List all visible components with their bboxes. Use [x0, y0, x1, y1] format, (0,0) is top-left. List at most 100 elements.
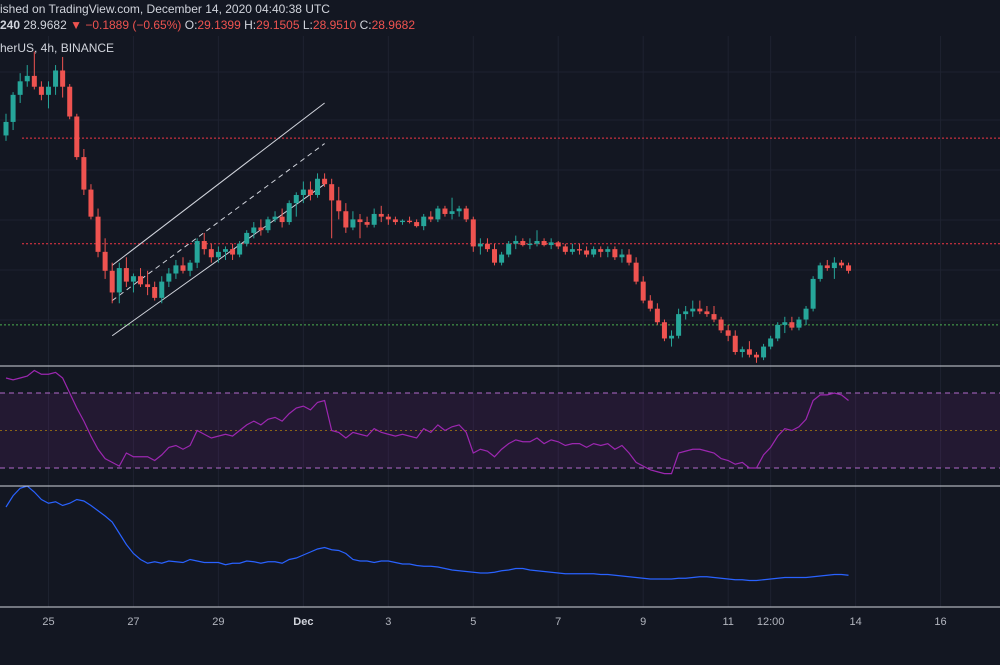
candle-body — [293, 195, 299, 204]
candle — [633, 257, 639, 285]
candle-body — [109, 270, 115, 293]
candle — [499, 251, 505, 266]
candle-body — [392, 219, 398, 223]
candle-body — [555, 242, 561, 247]
candle-body — [796, 319, 802, 328]
candle — [159, 276, 165, 304]
candle — [711, 305, 717, 323]
candle — [279, 208, 285, 228]
candle — [187, 259, 193, 277]
candle-body — [279, 216, 285, 223]
candle — [612, 246, 618, 260]
candle — [364, 216, 370, 228]
candle — [718, 316, 724, 334]
candle-body — [513, 241, 519, 244]
candle — [3, 113, 9, 141]
candle — [626, 249, 632, 266]
last-price: 28.9682 — [23, 18, 67, 32]
candle-body — [697, 308, 703, 312]
candle-body — [385, 216, 391, 220]
candle-body — [846, 265, 852, 271]
candle-body — [654, 308, 660, 323]
candle — [831, 257, 837, 279]
candle — [265, 216, 271, 233]
candle — [81, 148, 87, 195]
candle-body — [576, 249, 582, 251]
candle-body — [123, 268, 129, 282]
candle — [782, 316, 788, 334]
candle-body — [463, 208, 469, 220]
candle — [484, 238, 490, 252]
candle — [513, 235, 519, 250]
candle — [399, 219, 405, 225]
candle — [619, 249, 625, 263]
candle — [45, 81, 51, 109]
candle — [541, 238, 547, 247]
candle — [130, 273, 136, 293]
x-tick-label: 7 — [555, 616, 561, 628]
candle-body — [598, 249, 604, 252]
x-tick-label: 9 — [640, 616, 646, 628]
candle-body — [244, 232, 250, 244]
candle — [746, 341, 752, 358]
candle — [88, 184, 94, 220]
candle-body — [371, 213, 377, 225]
candle — [180, 257, 186, 274]
candle-body — [527, 243, 533, 246]
candle — [95, 208, 101, 258]
candle-body — [222, 249, 228, 252]
candle — [477, 238, 483, 255]
candle-body — [605, 249, 611, 252]
candle-body — [187, 262, 193, 271]
candle — [293, 192, 299, 217]
candle-body — [824, 265, 830, 269]
candle — [796, 316, 802, 331]
candle — [237, 241, 243, 258]
candle-body — [350, 219, 356, 228]
candle — [392, 216, 398, 225]
candle — [251, 222, 257, 239]
candle — [201, 232, 207, 255]
x-tick-label: 11 — [722, 616, 733, 628]
candle — [230, 243, 236, 260]
candle-body — [661, 322, 667, 339]
candle-body — [364, 222, 370, 225]
candle-body — [201, 241, 207, 250]
x-tick-label: 16 — [934, 616, 946, 628]
candle-body — [421, 216, 427, 227]
candle-body — [38, 86, 44, 95]
high-label: H: — [244, 18, 257, 32]
x-tick-label: 27 — [127, 616, 139, 628]
candle-body — [24, 75, 30, 82]
candle-body — [152, 287, 158, 298]
candle — [343, 203, 349, 233]
candle-body — [10, 94, 16, 122]
candle-body — [215, 251, 221, 258]
candle-body — [676, 314, 682, 336]
candle-body — [378, 213, 384, 217]
candle-body — [591, 249, 597, 255]
close-label: C: — [359, 18, 372, 32]
candle — [555, 241, 561, 250]
candle-body — [414, 222, 420, 227]
candle — [173, 259, 179, 279]
x-tick-label: 14 — [849, 616, 861, 628]
candle-body — [775, 324, 781, 339]
candle-body — [180, 265, 186, 271]
candle — [215, 246, 221, 263]
candle-body — [74, 116, 80, 158]
candle-body — [159, 281, 165, 298]
low-value: 28.9510 — [312, 18, 357, 32]
candle — [123, 257, 129, 288]
candle-body — [718, 319, 724, 331]
candle-body — [456, 208, 462, 212]
candle — [378, 205, 384, 223]
candle — [60, 56, 66, 98]
candle-body — [116, 268, 122, 293]
candle-body — [520, 241, 526, 246]
candle-body — [442, 208, 448, 214]
candle-body — [237, 243, 243, 255]
candle-body — [640, 281, 646, 301]
candle — [669, 330, 675, 347]
symbol-title: herUS, 4h, BINANCE — [0, 41, 115, 55]
